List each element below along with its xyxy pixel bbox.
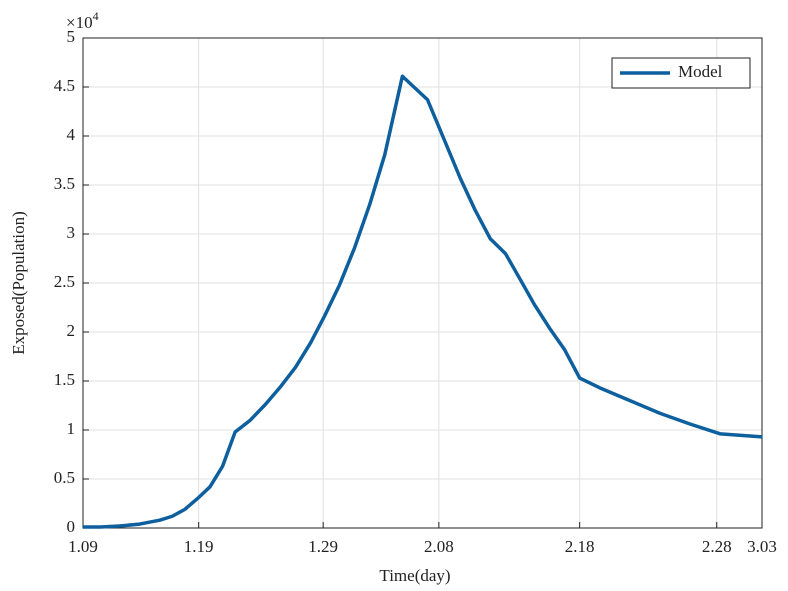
y-tick-label: 3: [67, 223, 76, 242]
y-tick-label: 5: [67, 27, 76, 46]
y-tick-label: 0.5: [54, 468, 75, 487]
x-tick-label: 2.18: [565, 537, 595, 556]
y-tick-label: 4.5: [54, 76, 75, 95]
y-tick-label: 1: [67, 419, 76, 438]
plot-frame: [82, 37, 763, 529]
y-tick-label: 4: [67, 125, 76, 144]
x-tick-label: 1.19: [184, 537, 214, 556]
y-tick-label: 2: [67, 321, 76, 340]
legend-label: Model: [678, 62, 723, 81]
data-line: [83, 74, 763, 529]
x-tick-label: 2.28: [702, 537, 732, 556]
x-axis-label: Time(day): [379, 566, 450, 585]
y-multiplier: ×104: [66, 9, 99, 32]
y-tick-label: 3.5: [54, 174, 75, 193]
y-tick-label: 1.5: [54, 370, 75, 389]
x-tick-label: 3.03: [747, 537, 777, 556]
x-tick-label: 1.29: [308, 537, 338, 556]
y-tick-label: 0: [67, 517, 76, 536]
y-multiplier-base: ×10: [66, 13, 93, 32]
x-tick-label: 2.08: [424, 537, 454, 556]
y-tick-label: 2.5: [54, 272, 75, 291]
y-multiplier-exponent: 4: [93, 9, 99, 23]
x-tick-label: 1.09: [68, 537, 98, 556]
y-axis-label: Exposed(Population): [9, 211, 28, 355]
